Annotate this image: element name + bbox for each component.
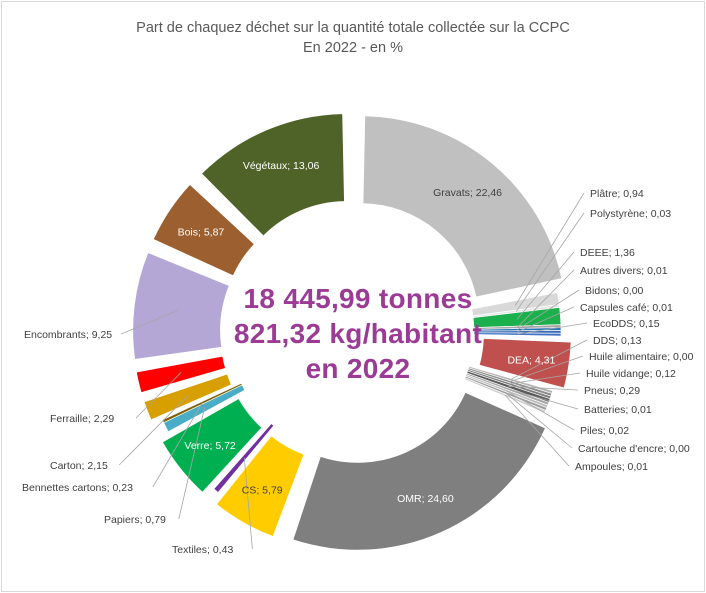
leader-line-huile-vidange (509, 372, 581, 385)
leader-line-papiers (178, 407, 206, 520)
label-platre: Plâtre; 0,94 (590, 188, 644, 200)
leader-line-dds (510, 339, 588, 380)
label-ampoules: Ampoules; 0,01 (575, 461, 648, 473)
label-verre: Verre; 5,72 (184, 440, 236, 452)
leader-line-ferraille (135, 372, 182, 419)
label-omr: OMR; 24,60 (397, 493, 454, 505)
leader-lines (118, 192, 588, 550)
label-bennettes-cartons: Bennettes cartons; 0,23 (22, 482, 133, 494)
leader-line-encombrants (121, 310, 178, 335)
center-kg-per-habitant: 821,32 kg/habitant (233, 318, 483, 349)
leader-line-huile-alimentaire (509, 355, 584, 383)
chart-subtitle: En 2022 - en % (303, 40, 403, 56)
label-capsules-cafe: Capsules café; 0,01 (580, 302, 673, 314)
center-year: en 2022 (305, 353, 411, 384)
label-ecodds: EcoDDS; 0,15 (593, 318, 660, 330)
label-bois: Bois; 5,87 (178, 226, 225, 238)
slice-verre (162, 399, 262, 492)
leader-line-polystyrene (515, 212, 585, 312)
leader-line-ecodds (517, 322, 588, 335)
label-cs: CS; 5,79 (242, 485, 283, 497)
leader-line-bennettes-cartons (152, 402, 203, 488)
leader-line-piles (506, 390, 575, 431)
slice-ferraille (136, 356, 226, 393)
leader-line-textiles (243, 457, 253, 550)
leader-line-bidons (517, 289, 580, 330)
leader-line-autres-divers (517, 269, 575, 328)
label-polystyrene: Polystyrène; 0,03 (590, 208, 671, 220)
data-labels: Gravats; 22,46 Plâtre; 0,94 Polystyrène; 0… (22, 160, 694, 556)
label-ferraille: Ferraille; 2,29 (50, 413, 114, 425)
leader-line-ampoules (504, 394, 570, 467)
slice-textiles (213, 423, 275, 493)
leader-line-carton (118, 394, 189, 466)
label-cartouche-d-encre: Cartouche d'encre; 0,00 (578, 443, 690, 455)
slice-gravats (363, 116, 562, 297)
slice-cs (217, 436, 304, 536)
label-vegetaux: Végétaux; 13,06 (243, 160, 320, 172)
label-bidons: Bidons; 0,00 (585, 285, 644, 297)
leader-line-pneus (508, 385, 579, 391)
label-encombrants: Encombrants; 9,25 (24, 329, 112, 341)
label-carton: Carton; 2,15 (50, 460, 108, 472)
slice-omr (293, 392, 545, 550)
leader-line-platre (515, 192, 585, 306)
label-gravats: Gravats; 22,46 (433, 187, 502, 199)
slice-encombrants (133, 253, 229, 360)
label-dea: DEA; 4,31 (507, 355, 555, 367)
slice-bois (153, 184, 254, 276)
label-huile-alimentaire: Huile alimentaire; 0,00 (589, 351, 694, 363)
leader-line-batteries (507, 388, 579, 410)
leader-line-cartouche-d-encre (505, 392, 573, 449)
label-textiles: Textiles; 0,43 (172, 544, 233, 556)
label-huile-vidange: Huile vidange; 0,12 (586, 368, 676, 380)
label-papiers: Papiers; 0,79 (104, 514, 166, 526)
chart-title: Part de chaquez déchet sur la quantité t… (136, 20, 570, 36)
label-dds: DDS; 0,13 (593, 335, 642, 347)
leader-line-capsules-cafe (517, 306, 575, 333)
label-piles: Piles; 0,02 (580, 425, 629, 437)
slice-vegetaux (202, 114, 345, 236)
center-total-tonnes: 18 445,99 tonnes (243, 283, 473, 314)
slice-ecodds (473, 332, 562, 337)
label-deee: DEEE; 1,36 (580, 247, 635, 259)
leader-line-deee (516, 251, 575, 320)
label-pneus: Pneus; 0,29 (584, 385, 640, 397)
label-autres-divers: Autres divers; 0,01 (580, 265, 668, 277)
slice-dea (479, 338, 571, 388)
label-batteries: Batteries; 0,01 (584, 404, 652, 416)
slice-carton (144, 374, 231, 420)
